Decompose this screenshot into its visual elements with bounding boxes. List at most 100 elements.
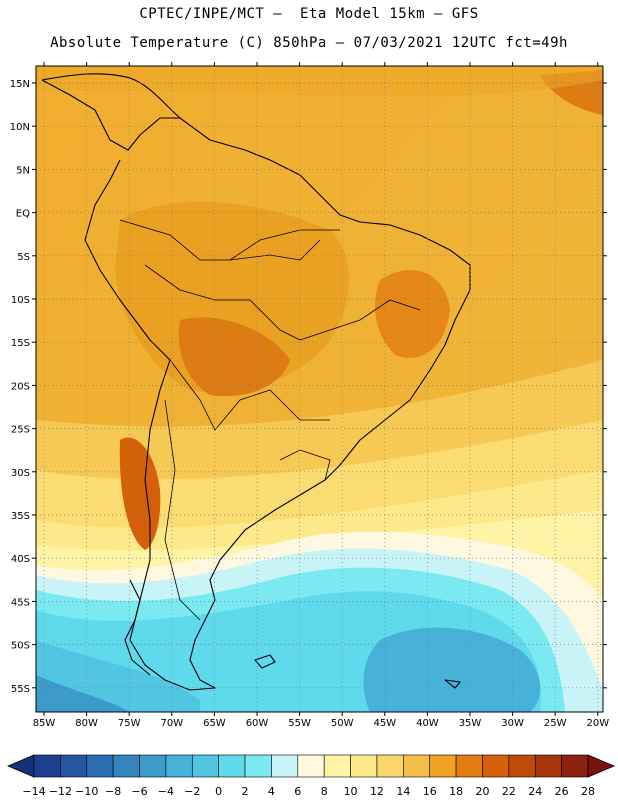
- colorbar-label: 18: [449, 785, 463, 798]
- lat-label: EQ: [16, 209, 30, 220]
- axis-ticks: [32, 62, 607, 716]
- lon-label: 55W: [288, 718, 311, 729]
- lat-label: 10N: [10, 122, 30, 133]
- colorbar-swatch: [271, 754, 299, 778]
- lat-label: 50S: [11, 641, 30, 652]
- lat-label: 30S: [11, 468, 30, 479]
- lon-label: 75W: [118, 718, 141, 729]
- colorbar-label: −6: [131, 785, 147, 798]
- colorbar-label: 4: [268, 785, 275, 798]
- lat-label: 15S: [11, 338, 30, 349]
- hot-core-northeast-brazil: [375, 270, 450, 358]
- colorbar: [6, 754, 616, 778]
- colorbar-swatch: [165, 754, 193, 778]
- colorbar-label: 22: [502, 785, 516, 798]
- lat-label: 10S: [11, 295, 30, 306]
- colorbar-swatch: [86, 754, 114, 778]
- colorbar-label: 24: [528, 785, 542, 798]
- colorbar-over-arrow: [587, 754, 616, 778]
- colorbar-swatch: [403, 754, 431, 778]
- colorbar-swatch: [297, 754, 325, 778]
- colorbar-swatch: [139, 754, 167, 778]
- title-line-2: Absolute Temperature (C) 850hPa – 07/03/…: [50, 35, 568, 51]
- south-america-outline: [41, 79, 471, 691]
- colorbar-label: −2: [184, 785, 200, 798]
- colorbar-swatch: [561, 754, 589, 778]
- warm-interior: [115, 201, 349, 393]
- colorbar-swatch: [112, 754, 140, 778]
- colorbar-swatch: [429, 754, 457, 778]
- colorbar-swatch: [350, 754, 378, 778]
- colorbar-swatch: [376, 754, 404, 778]
- colorbar-label: 28: [581, 785, 595, 798]
- central-america-outline: [41, 73, 181, 119]
- colorbar-swatch: [508, 754, 536, 778]
- colorbar-label: 0: [215, 785, 222, 798]
- colorbar-swatch: [482, 754, 510, 778]
- lon-label: 30W: [501, 718, 524, 729]
- falkland-islands: [254, 654, 276, 669]
- lat-label: 15N: [10, 79, 30, 90]
- border-paraguay: [169, 359, 330, 431]
- colorbar-swatch: [455, 754, 483, 778]
- lon-label: 85W: [33, 718, 56, 729]
- colorbar-labels: −14 −12 −10 −8 −6 −4 −2 0 2 4 6 8 10 12 14 16 18 20 22 24 26…: [22, 785, 595, 798]
- border-brazil-states: [299, 299, 421, 341]
- south-georgia: [444, 679, 461, 689]
- lat-label: 5N: [16, 165, 30, 176]
- map-frame: [35, 65, 604, 713]
- lon-label: 70W: [160, 718, 183, 729]
- colorbar-label: −10: [75, 785, 98, 798]
- colorbar-swatch: [33, 754, 61, 778]
- colorbar-label: 2: [242, 785, 249, 798]
- temperature-field: [36, 66, 603, 712]
- colorbar-swatch: [60, 754, 88, 778]
- lat-label: 5S: [17, 252, 30, 263]
- colorbar-label: −4: [158, 785, 174, 798]
- lat-label: 45S: [11, 597, 30, 608]
- colorbar-label: 20: [475, 785, 489, 798]
- colorbar-label: 14: [396, 785, 410, 798]
- lon-label: 20W: [586, 718, 609, 729]
- title-line-1: CPTEC/INPE/MCT – Eta Model 15km – GFS: [139, 6, 479, 22]
- colorbar-label: 10: [344, 785, 358, 798]
- lon-label: 35W: [459, 718, 482, 729]
- chile-fjords: [124, 579, 151, 676]
- lat-label: 40S: [11, 554, 30, 565]
- cold-core-south-atlantic: [363, 627, 541, 712]
- colorbar-label: −8: [105, 785, 121, 798]
- hot-core-chaco: [178, 317, 290, 397]
- colorbar-label: 16: [423, 785, 437, 798]
- colorbar-label: 8: [321, 785, 328, 798]
- colorbar-label: 12: [370, 785, 384, 798]
- lat-label: 20S: [11, 381, 30, 392]
- lon-label: 60W: [246, 718, 269, 729]
- longitude-labels: 85W 80W 75W 70W 65W 60W 55W 50W 45W 40W 35W 30W 25W 2…: [33, 718, 610, 729]
- colorbar-label: −12: [49, 785, 72, 798]
- colorbar-under-arrow: [6, 754, 35, 778]
- border-bolivia: [144, 264, 301, 341]
- colorbar-label: 6: [294, 785, 301, 798]
- colorbar-swatch: [534, 754, 562, 778]
- colorbar-swatch: [191, 754, 219, 778]
- lon-label: 65W: [203, 718, 226, 729]
- lat-label: 55S: [11, 684, 30, 695]
- north-band: [36, 66, 603, 97]
- lon-label: 45W: [373, 718, 396, 729]
- colorbar-label: 26: [555, 785, 569, 798]
- colorbar-label: −14: [22, 785, 45, 798]
- lat-label: 35S: [11, 511, 30, 522]
- lon-label: 80W: [75, 718, 98, 729]
- colorbar-swatch: [218, 754, 246, 778]
- border-brazil-north: [229, 229, 340, 261]
- colorbar-swatch: [323, 754, 351, 778]
- latitude-labels: 15N 10N 5N EQ 5S 10S 15S 20S 25S 30S 35S 40S 45S 50S 5…: [10, 79, 30, 695]
- graticule: [36, 66, 603, 712]
- lon-label: 25W: [544, 718, 567, 729]
- lat-label: 25S: [11, 425, 30, 436]
- coastlines: [41, 73, 471, 691]
- cold-core-pacific: [36, 675, 130, 712]
- lon-label: 50W: [331, 718, 354, 729]
- border-uruguay: [279, 449, 331, 481]
